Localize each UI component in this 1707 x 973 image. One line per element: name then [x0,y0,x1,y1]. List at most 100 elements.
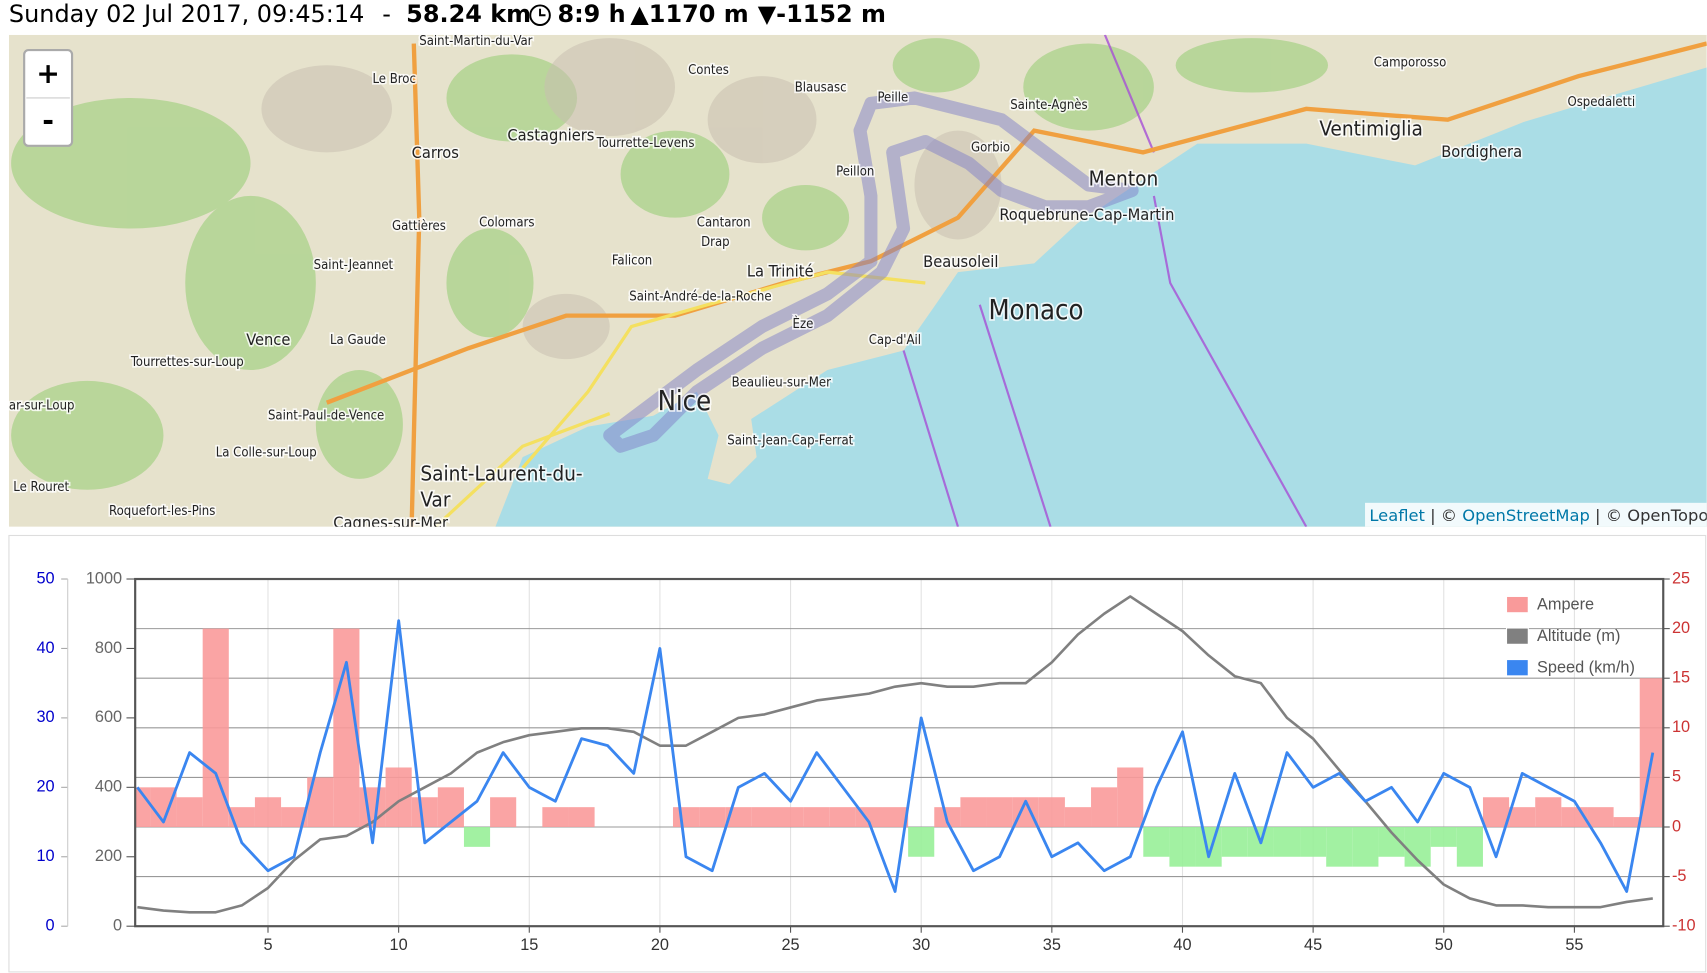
zoom-in[interactable]: + [36,57,60,90]
place-label: La Gaude [330,333,386,348]
y3-tick-label: 15 [1672,669,1690,687]
ampere-bar [882,807,909,828]
ascent: ▲1170 m [630,0,748,28]
ampere-bar [411,797,438,828]
ampere-bar [908,827,935,857]
y3-tick-label: -10 [1672,917,1696,935]
ampere-bar [1587,807,1614,828]
clock-icon [529,4,551,27]
y2-tick-label: 200 [95,847,122,865]
ampere-bar [1352,827,1379,867]
ampere-bar [1091,787,1118,828]
map[interactable]: Saint-Martin-du-Var Le Broc Contes Blausasc… [8,34,1707,532]
ampere-bar [254,797,282,828]
ampere-bar [1326,827,1353,867]
ampere-bar [281,807,308,828]
attribution-text: Leaflet | © OpenStreetMap | © OpenTopoMa [1369,505,1707,524]
y-tick-label: 30 [36,708,54,726]
sea [495,67,1707,527]
place-label: Peille [877,90,908,105]
plot [135,595,1664,914]
place-label: Nice [658,386,712,417]
y3-tick-label: 10 [1672,718,1690,736]
x-tick-label: 50 [1435,936,1453,954]
y3-tick-label: 0 [1672,817,1681,835]
place-label: Beausoleil [923,252,998,271]
ampere-bar [490,797,517,828]
ampere-bar [1430,827,1457,847]
place-label: Castagniers [507,126,594,145]
x-tick-label: 25 [781,936,799,954]
distance: 58.24 km [406,0,531,28]
roads [325,41,1707,527]
place-label: Sainte-Agnès [1010,98,1087,113]
legend-label[interactable]: Speed (km/h) [1537,659,1635,677]
ampere-bar [1169,827,1196,867]
ampere-bar [1613,817,1640,828]
place-label: La Trinité [747,262,814,281]
place-label: Carros [412,143,459,162]
ampere-bar [1195,827,1222,867]
ampere-bar [1221,827,1248,857]
place-label: Cagnes-sur-Mer [333,513,449,532]
chart: 5 10 15 20 25 30 35 40 45 50 550102030405002004006… [36,569,1695,954]
place-label: Le Broc [372,72,415,87]
series-line [136,619,1655,893]
place-label: Ventimiglia [1319,117,1423,141]
zoom-out[interactable]: - [42,104,54,137]
y3-tick-label: -5 [1672,867,1687,885]
x-tick-label: 10 [390,936,408,954]
ampere-bar [1456,827,1483,867]
y3-tick-label: 5 [1672,768,1681,786]
ampere-bar [359,787,386,828]
place-label: Saint-André-de-la-Roche [629,290,771,305]
place-label: Saint-Martin-du-Var [419,34,532,49]
y2-tick-label: 400 [95,778,122,796]
place-label: Roquebrune-Cap-Martin [999,205,1174,224]
legend-label[interactable]: Ampere [1537,595,1594,613]
place-label: Gorbio [971,141,1010,156]
ampere-bar [829,807,856,828]
place-label: Drap [701,235,730,250]
ampere-bar [986,797,1013,828]
place-label: Monaco [988,295,1083,326]
place-label: Roquefort-les-Pins [109,504,215,519]
forest [11,38,1329,490]
series-line [137,595,1653,914]
zoom-control: + - [23,48,74,147]
place-label: Falicon [612,254,652,269]
legend-label[interactable]: Altitude (m) [1537,627,1620,645]
track [603,91,1139,453]
place-label: Contes [688,63,729,78]
date: Sunday 02 Jul 2017, 09:45:14 [9,0,364,28]
ampere-bar [463,827,491,847]
chart-panel [8,534,1707,973]
map-labels: Saint-Martin-du-Var Le Broc Contes Blausasc… [9,34,1637,532]
place-label: Saint-Laurent-du- [420,462,582,486]
y-tick-label: 50 [36,569,54,587]
legend-swatch [1505,627,1529,645]
ampere-bar [777,807,804,828]
x-tick-label: 55 [1565,936,1583,954]
legend-swatch [1505,595,1529,614]
descent: ▼-1152 m [758,0,886,28]
place-label: ar-sur-Loup [9,398,75,413]
ampere-bar [1143,827,1170,857]
y3-tick-label: 20 [1672,619,1690,637]
place-label: Ospedaletti [1567,95,1635,110]
attribution-link[interactable]: Leaflet [1369,505,1425,524]
place-label: Cantaron [697,216,751,231]
duration: 8:9 h [557,0,625,28]
y2-tick-label: 600 [95,708,122,726]
header: Sunday 02 Jul 2017, 09:45:14 - 58.24 km … [9,0,886,28]
ampere-bar [135,787,151,828]
y-tick-label: 10 [36,847,54,865]
place-label: Menton [1089,167,1159,191]
place-label: Le Rouret [13,480,69,495]
attribution-link[interactable]: OpenStreetMap [1462,505,1590,524]
legend-swatch [1505,659,1529,677]
ampere-bar [1482,797,1510,828]
place-label: Blausasc [795,81,847,96]
